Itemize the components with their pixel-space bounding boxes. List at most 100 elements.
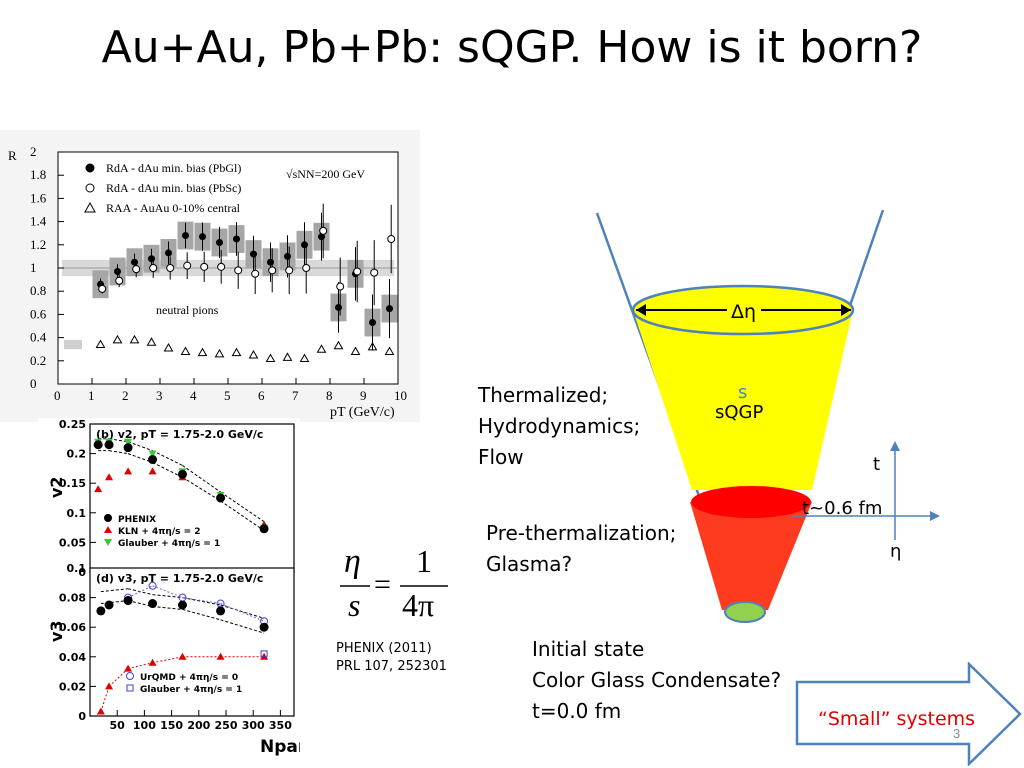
plot1-ytick-label: 0.4 (30, 330, 47, 345)
plot2-v3-phenix-point (177, 600, 187, 610)
plot1-point-raa (367, 341, 378, 351)
plot1-point-raa (282, 352, 293, 361)
plot1-point-raa (231, 347, 242, 357)
plot1-point-pbgl (335, 303, 342, 311)
plot1-point-raa (214, 348, 225, 358)
plot2-v3-urqmd-line (182, 597, 221, 605)
plot2-v2-phenix-point (93, 440, 103, 450)
plot1-point-pbgl (114, 267, 121, 275)
initial-line-3: t=0.0 fm (532, 699, 622, 723)
plot1-point-pbsc (132, 265, 141, 274)
t-fm-label: t~0.6 fm (802, 498, 882, 519)
plot1-xtick-label: 5 (224, 388, 231, 403)
plot2-ytick-label: 0.25 (59, 418, 86, 431)
small-systems-arrow[interactable]: “Small” systems (794, 662, 1024, 766)
plot2-v2-band-upper (182, 465, 221, 493)
plot1-point-pbsc (302, 264, 311, 272)
plot1-point-pbgl (165, 249, 172, 257)
plot2-ytick-label: 0.15 (59, 477, 86, 490)
plot2-v3-band-lower (220, 619, 265, 634)
plot1-point-raa (129, 334, 140, 344)
eta-axis-label: η (890, 541, 901, 562)
formula-eta: η (344, 543, 361, 580)
plot1-xtick-label: 10 (394, 388, 407, 403)
plot2-v2-glauber-point (148, 450, 157, 458)
plot1-point-raa (384, 346, 395, 356)
plot1-point-pbsc (166, 264, 175, 272)
small-systems-label: “Small” systems (818, 708, 975, 730)
plot2-ylabel: v2 (47, 476, 66, 498)
plot2-v3-band-lower (152, 605, 183, 610)
plot1-point-pbsc (200, 262, 209, 271)
plot2-v2-kln-point (94, 485, 103, 493)
plot2-xtick-label: 250 (215, 719, 238, 732)
plot2-legend-glauber-box-marker (126, 684, 134, 692)
thermalized-text: Thermalized; Hydrodynamics; Flow (478, 380, 640, 473)
plot1-point-pbsc (217, 262, 226, 271)
plot2-ytick-label: 0 (78, 566, 86, 579)
plot2-v3-glauber-point (260, 652, 269, 660)
plot2-frame-v3 (89, 567, 295, 717)
initial-line-2: Color Glass Condensate? (532, 668, 782, 692)
plot2-ytick-label: 0.05 (59, 536, 86, 549)
plot2-v2-band-upper (152, 450, 183, 466)
plot2-xtick-label: 50 (110, 719, 126, 732)
plot1-ytick-label: 0 (30, 376, 37, 391)
plot1-point-pbsc (234, 266, 243, 275)
plot2-v3-urqmd-point (148, 581, 157, 590)
citation-line-2: PRL 107, 252301 (336, 659, 447, 674)
citation: PHENIX (2011) PRL 107, 252301 (336, 640, 447, 676)
plot2-v2-phenix-point (104, 440, 114, 450)
plot1-point-pbsc (387, 235, 396, 243)
plot1-point-pbgl (250, 250, 257, 258)
thermalized-line-3: Flow (478, 445, 524, 469)
plot1-point-raa (350, 346, 361, 356)
formula-s: s (348, 587, 360, 623)
plot2-v2-legend-label: Glauber + 4πη/s = 1 (118, 539, 220, 549)
initial-line-1: Initial state (532, 637, 645, 661)
prethermal-line-2: Glasma? (486, 552, 573, 576)
plot2-legend-glauber-marker (104, 539, 112, 546)
plot1-xtick-label: 8 (326, 388, 333, 403)
slide-title: Au+Au, Pb+Pb: sQGP. How is it born? (101, 22, 923, 73)
plot2-v3-glauber-line (100, 686, 110, 712)
prethermal-line-1: Pre-thermalization; (486, 521, 677, 545)
plot1-point-raa (95, 339, 106, 349)
plot2-v3-phenix-point (148, 599, 158, 609)
plot1-norm-box (64, 339, 82, 350)
plot1-point-pbsc (336, 282, 345, 291)
plot1-ytick-label: 1.8 (30, 167, 46, 182)
plot1-point-pbgl (284, 252, 291, 260)
plot2-v3-band-upper (100, 588, 129, 593)
plot2-xtick-label: 200 (187, 719, 210, 732)
plot1-xtick-label: 2 (122, 388, 129, 403)
plot2-v3-band-lower (100, 600, 129, 605)
plot2-ytick-label: 0.2 (67, 448, 87, 461)
plot2-v2-band-lower (152, 462, 183, 478)
plot2-xtick-label: 300 (242, 719, 265, 732)
plot1-point-pbsc (183, 261, 192, 270)
plot2-v3-phenix-point (216, 606, 226, 616)
t-axis-label: t (873, 454, 880, 475)
plot1-point-pbsc (285, 266, 294, 275)
plot1-point-pbgl (148, 255, 155, 263)
plot2-xlabel: Npart (260, 737, 300, 757)
glasma-region (690, 502, 812, 610)
plot2-v2-band-lower (108, 450, 129, 455)
eta-over-s-formula: η s = 1 4π (336, 538, 456, 628)
plot2-v2-band-upper (220, 491, 265, 523)
plot1-point-raa (316, 344, 327, 353)
plot2-ytick-label: 0.1 (67, 507, 87, 520)
plot1-legend-marker (85, 163, 95, 173)
plot2-v2-legend-label: KLN + 4πη/s = 2 (118, 527, 201, 537)
thermalized-line-2: Hydrodynamics; (478, 414, 641, 438)
plot2-xtick-label: 100 (133, 719, 156, 732)
plot2-xtick-label: 150 (160, 719, 183, 732)
plot2-ytick-label: 0 (78, 710, 86, 723)
plot1-ytick-label: 2 (30, 144, 37, 159)
plot1-point-pbgl (386, 305, 393, 313)
cone-diagram: Δη s sQGP t t~0.6 fm η (595, 209, 940, 623)
plot1-ytick-label: 1 (30, 260, 37, 275)
plot2-v3-legend-label: UrQMD + 4πη/s = 0 (140, 673, 238, 683)
plot2-v3-phenix-point (96, 606, 106, 616)
